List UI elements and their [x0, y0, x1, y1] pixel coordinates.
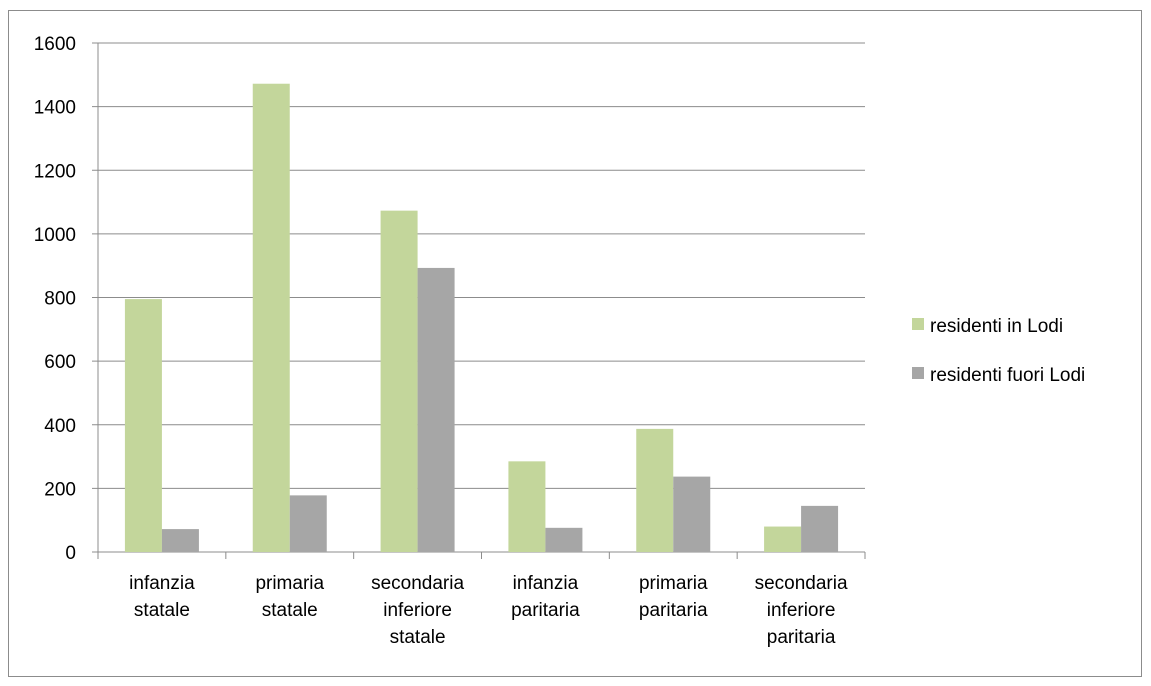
legend-swatch [912, 318, 924, 330]
bar-residenti-in-lodi [636, 428, 674, 552]
x-category-label-line: paritaria [767, 627, 836, 648]
y-tick-label: 0 [65, 543, 76, 564]
bar-residenti-in-lodi [764, 526, 802, 552]
x-category-label: infanzia statale [129, 573, 195, 621]
bar-residenti-in-lodi [508, 461, 546, 552]
x-category-label-line: statale [262, 600, 318, 621]
x-category-label: secondaria inferiore statale [371, 573, 464, 648]
x-category-label-line: statale [390, 627, 446, 648]
x-category-label-line: primaria [639, 573, 708, 594]
y-tick-label: 800 [44, 289, 76, 310]
y-tick-label: 400 [44, 416, 76, 437]
y-tick-label: 1200 [34, 161, 76, 182]
y-tick-label: 1600 [34, 34, 76, 55]
x-category-label-line: paritaria [511, 600, 580, 621]
y-tick-label: 600 [44, 352, 76, 373]
x-category-label-line: infanzia [513, 573, 579, 594]
legend-swatch [912, 367, 924, 379]
x-category-label-line: secondaria [755, 573, 848, 594]
bar-residenti-fuori-lodi [417, 267, 455, 552]
x-category-label-line: inferiore [383, 600, 452, 621]
bar-residenti-fuori-lodi [161, 529, 199, 552]
bar-residenti-fuori-lodi [289, 495, 327, 552]
bar-residenti-fuori-lodi [673, 476, 711, 552]
bar-residenti-in-lodi [380, 210, 418, 553]
x-category-label: primaria paritaria [639, 573, 708, 621]
x-category-label-line: primaria [255, 573, 324, 594]
bar-residenti-fuori-lodi [801, 505, 839, 552]
chart-frame [8, 10, 1142, 677]
x-category-label: primaria statale [255, 573, 324, 621]
y-tick-label: 1400 [34, 98, 76, 119]
y-tick-label: 1000 [34, 225, 76, 246]
y-tick-label: 200 [44, 479, 76, 500]
bar-residenti-in-lodi [252, 83, 290, 552]
x-category-label: secondaria inferiore paritaria [755, 573, 848, 648]
x-category-label-line: paritaria [639, 600, 708, 621]
x-category-label: infanzia paritaria [511, 573, 580, 621]
legend-label: residenti fuori Lodi [930, 365, 1085, 386]
bar-residenti-in-lodi [124, 299, 162, 552]
bar-residenti-fuori-lodi [545, 527, 583, 552]
legend-label: residenti in Lodi [930, 316, 1063, 337]
x-category-label-line: statale [134, 600, 190, 621]
x-category-label-line: infanzia [129, 573, 195, 594]
x-category-label-line: inferiore [767, 600, 836, 621]
x-category-label-line: secondaria [371, 573, 464, 594]
